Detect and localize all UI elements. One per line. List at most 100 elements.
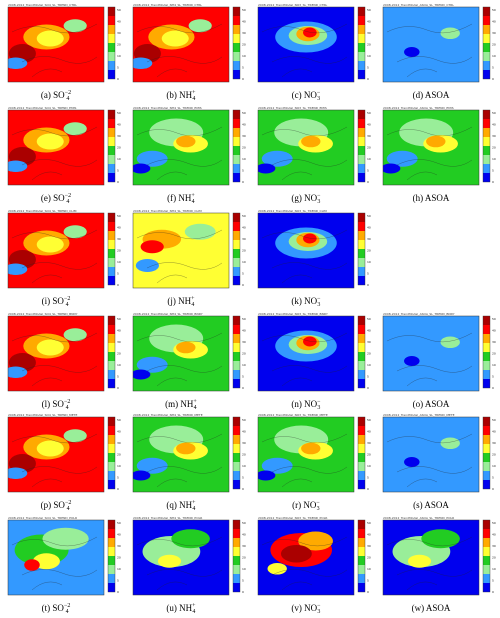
colorbar-segment [233,164,240,173]
map-background [383,7,479,82]
colorbar-segment [358,258,365,267]
panel-letter: (w) [411,603,426,613]
colorbar-segment [108,52,115,61]
concentration-region [404,457,420,467]
colorbar-segment [233,529,240,538]
plot-header: 2008-2012_TrendModel_NO3_SL_TREND_CLIM [258,209,327,213]
count-subscript: 3 [316,506,320,512]
map-frame [257,416,355,493]
colorbar-segment [483,34,490,43]
colorbar-segment [108,155,115,164]
colorbar-segment [233,25,240,34]
map-background [383,417,479,492]
concentration-region [280,545,312,563]
colorbar-tick-label: 10 [117,464,121,468]
colorbar-tick-label: 0 [367,283,369,287]
plot-header: 2008-2012_TrendModel_SO4_SL_TREND_POLR [8,516,78,520]
colorbar-segment [358,110,365,119]
colorbar-segment [108,119,115,128]
colorbar-tick-label: 50 [492,317,496,321]
colorbar-segment [358,471,365,480]
colorbar-segment [358,538,365,547]
colorbar-segment [233,471,240,480]
colorbar-segment [483,343,490,352]
colorbar-tick-label: 40 [242,226,246,230]
colorbar-tick-label: 10 [242,363,246,367]
colorbar-tick-label: 0 [492,590,494,594]
map-frame [7,6,105,83]
colorbar-segment [108,520,115,529]
colorbar-tick-label: 5 [117,66,119,70]
colorbar-segment [233,61,240,70]
colorbar-tick-label: 50 [367,521,371,525]
colorbar-segment [108,343,115,352]
colorbar-tick-label: 50 [242,214,246,218]
count-subscript: 4 [66,199,70,205]
colorbar-segment [358,444,365,453]
concentration-region [36,30,64,47]
colorbar-segment [233,370,240,379]
colorbar-tick-label: 20 [367,146,371,150]
plot-header: 2008-2012_TrendModel_ASOA_SL_TREND_EMIS [383,106,454,110]
colorbar-tick-label: 40 [117,430,121,434]
colorbar-segment [358,267,365,276]
colorbar-tick-label: 50 [367,317,371,321]
colorbar-tick-label: 40 [492,533,496,537]
colorbar-segment [233,426,240,435]
colorbar-tick-label: 50 [117,521,121,525]
colorbar-tick-label: 0 [492,77,494,81]
species-label: ASOA [424,500,449,510]
colorbar-tick-label: 10 [492,157,496,161]
panel-letter: (n) [291,399,305,410]
colorbar [482,519,491,593]
colorbar-segment [108,249,115,258]
colorbar-tick-label: 50 [242,521,246,525]
colorbar-segment [108,110,115,119]
panel-caption: (o) ASOA [377,399,485,410]
panel-caption: (t) SO −2 4 [2,603,110,615]
panel-letter: (h) [412,193,425,203]
count-subscript: 4 [192,96,196,102]
charge-superscript: + [191,193,195,199]
colorbar-segment [233,352,240,361]
map-frame [132,6,230,83]
colorbar-segment [108,480,115,489]
colorbar-tick-label: 50 [492,8,496,12]
coastline [261,332,348,387]
concentration-region [36,440,64,457]
species-label: ASOA [424,193,450,203]
colorbar-segment [483,480,490,489]
colorbar-tick-label: 0 [367,487,369,491]
concentration-region [8,263,28,275]
panel-caption: (k) NO −3 [252,296,360,308]
colorbar-tick-label: 20 [117,453,121,457]
colorbar-segment [233,361,240,370]
map-frame [382,6,480,83]
colorbar-segment [483,379,490,388]
colorbar-segment [483,462,490,471]
colorbar-tick-label: 30 [117,441,121,445]
colorbar-segment [108,128,115,137]
colorbar-segment [108,240,115,249]
colorbar-segment [108,444,115,453]
colorbar-segment [483,110,490,119]
colorbar-segment [483,7,490,16]
colorbar-tick-label: 0 [242,180,244,184]
colorbar-segment [108,213,115,222]
concentration-region [63,19,87,33]
colorbar-segment [358,276,365,285]
species-label: ASOA [424,90,450,100]
panel-caption: (p) SO −2 4 [2,500,110,512]
colorbar-segment [108,574,115,583]
colorbar-tick-label: 20 [492,352,496,356]
species-label: NO [304,603,318,614]
colorbar-segment [358,565,365,574]
colorbar-segment [108,16,115,25]
colorbar-tick-label: 40 [367,329,371,333]
colorbar-segment [233,583,240,592]
colorbar-tick-label: 5 [242,375,244,379]
colorbar-segment [108,25,115,34]
colorbar-segment [358,370,365,379]
